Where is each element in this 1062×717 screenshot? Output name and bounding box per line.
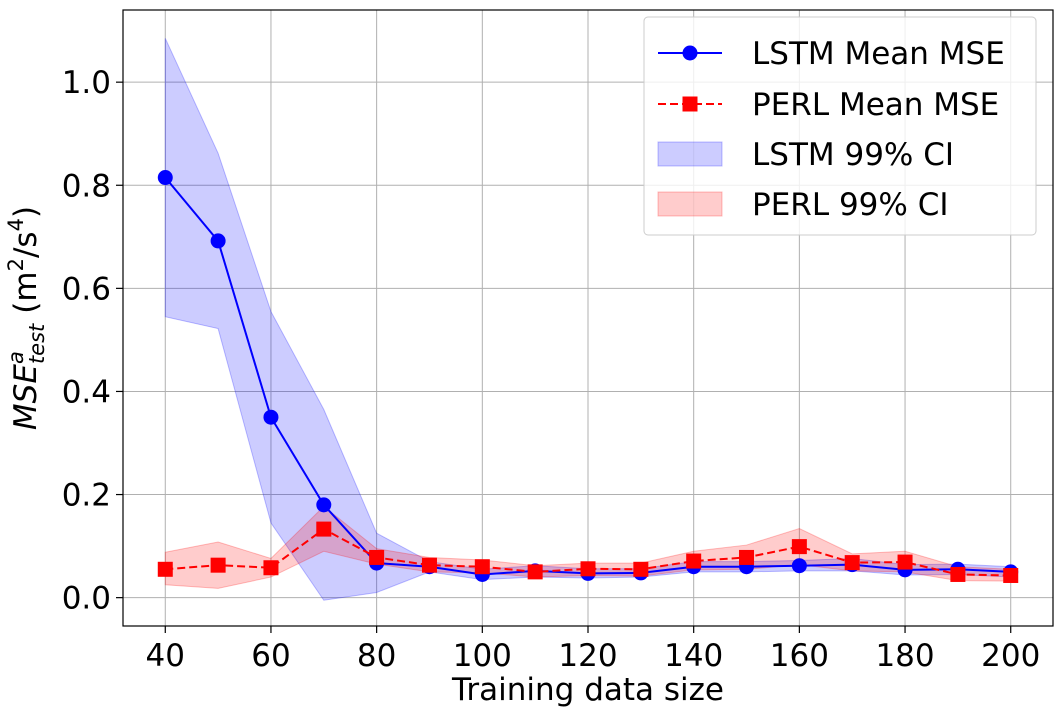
axis-ticks: 40 60 80 100 120 140 160 180 200 0.0 0.2 0.4 0.6 0.8 1… [62,65,1041,674]
perl-data-point [421,557,437,573]
legend-perl-ci-swatch [657,191,723,217]
legend-perl-marker [682,96,698,112]
y-tick-label: 0.4 [62,374,111,410]
perl-data-point [210,557,226,573]
y-label-base: MSE [8,364,44,430]
legend-perl-mean-label: PERL Mean MSE [752,87,999,123]
x-tick-label: 120 [558,638,617,674]
perl-data-point [633,561,649,577]
y-label-unit-sup1: 2 [4,258,28,271]
perl-data-point [157,561,173,577]
lstm-data-point [316,497,332,513]
lstm-data-point [791,558,807,574]
perl-data-point [950,566,966,582]
x-tick-label: 100 [453,638,512,674]
perl-data-point [580,561,596,577]
series-markers [157,170,1019,583]
y-label-unit-sup2: 4 [4,218,28,231]
lstm-data-point [210,233,226,249]
legend-lstm-ci-swatch [657,141,723,167]
perl-data-point [791,539,807,555]
y-axis-label: MSEatest (m2/s4) [4,206,49,430]
y-tick-label: 0.0 [62,581,111,617]
x-tick-label: 60 [251,638,290,674]
legend-perl-ci-label: PERL 99% CI [752,187,949,223]
x-axis-label: Training data size [451,672,724,708]
perl-mean-line [165,527,1011,577]
perl-data-point [527,564,543,580]
y-tick-label: 0.8 [62,168,111,204]
legend-items: LSTM Mean MSE PERL Mean MSE LSTM 99% CI PER… [657,36,1005,223]
lstm-data-point [263,409,279,425]
y-label-unit-close: ) [8,206,44,218]
y-tick-label: 0.2 [62,478,111,514]
legend-lstm-marker [682,45,698,61]
y-tick-label: 0.6 [62,271,111,307]
y-label-superscript: a [4,351,28,364]
lstm-data-point [157,170,173,186]
y-label-unit-open: (m [8,271,44,313]
perl-data-point [474,559,490,575]
x-tick-label: 180 [875,638,934,674]
x-tick-label: 80 [357,638,396,674]
x-tick-label: 200 [981,638,1040,674]
perl-data-point [316,521,332,537]
perl-data-point [844,555,860,571]
legend: LSTM Mean MSE PERL Mean MSE LSTM 99% CI PER… [643,16,1037,236]
perl-data-point [739,549,755,565]
perl-data-point [897,554,913,570]
y-label-unit-mid: /s [8,231,44,258]
perl-data-point [686,553,702,569]
perl-data-point [263,560,279,576]
x-tick-label: 160 [770,638,829,674]
legend-lstm-mean-label: LSTM Mean MSE [752,36,1005,72]
perl-data-point [369,549,385,565]
x-tick-label: 40 [146,638,185,674]
perl-data-point [1003,567,1019,583]
y-tick-label: 1.0 [62,65,111,101]
y-label-subscript: test [25,323,49,364]
legend-box [643,16,1037,236]
x-tick-label: 140 [664,638,723,674]
legend-lstm-ci-label: LSTM 99% CI [752,137,954,173]
